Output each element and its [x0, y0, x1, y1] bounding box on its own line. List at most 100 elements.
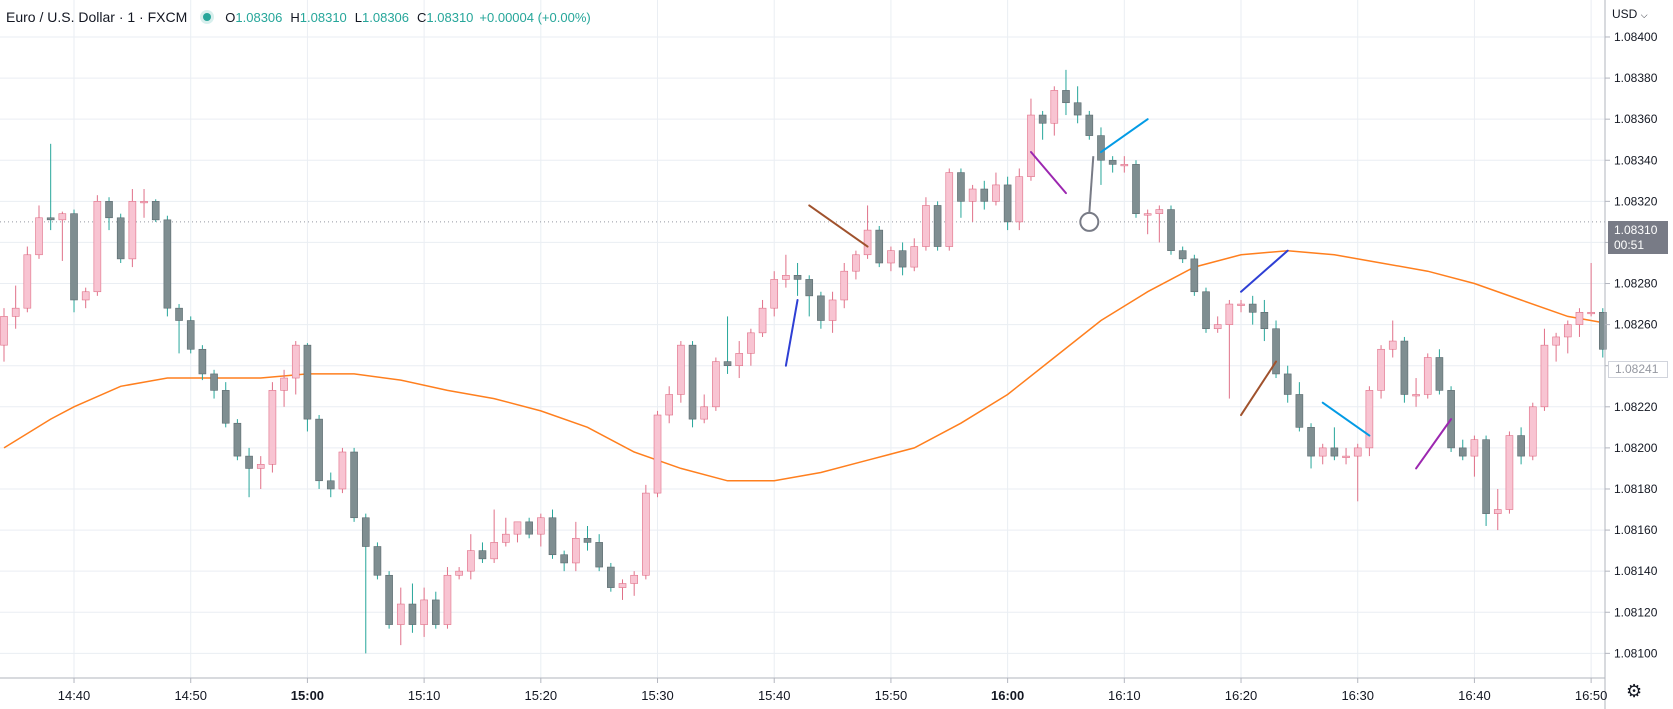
candle — [665, 386, 673, 424]
candle — [1482, 435, 1490, 526]
candle — [1272, 320, 1280, 379]
candle-body-up — [128, 201, 137, 260]
time-tick-label: 15:50 — [875, 688, 908, 703]
candle — [1307, 423, 1315, 469]
candle — [688, 341, 697, 428]
candle — [1575, 308, 1584, 337]
candle — [175, 304, 183, 354]
candle-body-up — [1587, 311, 1595, 315]
candle-body-up — [1493, 509, 1502, 514]
candle — [922, 197, 930, 251]
candle-body-up — [1155, 209, 1164, 214]
candle — [385, 571, 393, 629]
currency-selector[interactable]: USD ⌵ — [1612, 7, 1648, 21]
candle — [723, 316, 732, 374]
candle — [1330, 427, 1339, 461]
candle — [805, 275, 814, 317]
symbol-legend: Euro / U.S. Dollar · 1 · FXCM O 1.08306 H… — [6, 9, 591, 25]
candle-body-down — [1038, 114, 1047, 124]
candle — [1225, 299, 1234, 399]
change-value: +0.00004 (+0.00%) — [479, 9, 591, 25]
candle — [1412, 378, 1420, 407]
candle-body-up — [642, 492, 650, 576]
candle — [945, 168, 954, 251]
candle — [1260, 299, 1269, 342]
candle — [455, 567, 463, 580]
candle-body-down — [373, 546, 382, 576]
price-tick-label: 1.08340 — [1614, 153, 1658, 167]
candle — [1143, 209, 1152, 235]
candle-body-up — [747, 332, 755, 354]
candle-body-up — [677, 344, 685, 395]
symbol-title[interactable]: Euro / U.S. Dollar · 1 · FXCM — [6, 9, 188, 25]
candle — [466, 534, 475, 580]
price-tick-label: 1.08360 — [1614, 112, 1658, 126]
candle — [653, 410, 662, 498]
candle — [11, 285, 20, 329]
candle-body-down — [548, 517, 557, 556]
candle — [1108, 156, 1117, 173]
candle — [1400, 336, 1409, 403]
candle-body-up — [268, 390, 277, 465]
candle-body-down — [1330, 447, 1339, 457]
candle — [992, 172, 1000, 206]
candle-body-down — [350, 451, 358, 519]
candle-body-up — [572, 537, 580, 564]
candle-body-down — [1295, 394, 1304, 428]
candle-body-down — [1272, 328, 1280, 375]
candle — [980, 180, 989, 210]
candle — [140, 189, 148, 218]
candle-body-up — [1353, 447, 1362, 457]
time-tick-label: 15:20 — [525, 688, 558, 703]
candle — [840, 262, 849, 309]
candle-body-up — [1027, 114, 1035, 177]
candle — [618, 579, 627, 600]
low-value: 1.08306 — [362, 9, 410, 25]
candle — [1493, 488, 1502, 531]
candle-body-up — [1015, 176, 1024, 223]
candle-body-up — [630, 574, 638, 584]
candle — [1038, 110, 1047, 140]
candle-body-up — [35, 217, 43, 256]
candle-body-down — [326, 480, 335, 490]
price-tick-label: 1.08120 — [1614, 605, 1658, 619]
candle-body-up — [23, 254, 32, 309]
candle-body-up — [1213, 324, 1222, 330]
candle — [735, 341, 744, 379]
candle-body-down — [46, 217, 55, 221]
candle-body-down — [1202, 291, 1210, 330]
time-tick-label: 14:50 — [174, 688, 207, 703]
candle-body-down — [1085, 114, 1094, 136]
candle-body-up — [1540, 344, 1549, 408]
candle-body-up — [1225, 303, 1234, 325]
candle — [502, 517, 510, 547]
candle — [1132, 160, 1140, 218]
candle-body-up — [945, 172, 954, 247]
candle-body-up — [338, 451, 347, 490]
candle — [116, 213, 125, 263]
time-tick-label: 15:00 — [291, 688, 324, 703]
candle-body-up — [11, 307, 20, 317]
candle — [1097, 127, 1105, 185]
candle — [361, 513, 370, 654]
close-label: C — [417, 9, 427, 25]
moving-average-line — [3, 249, 1603, 482]
candle — [81, 287, 90, 309]
candle — [1003, 176, 1012, 231]
candle-body-down — [793, 275, 802, 280]
candle — [887, 246, 895, 272]
candle-body-up — [513, 521, 522, 535]
candle-body-down — [957, 172, 965, 202]
gear-icon[interactable]: ⚙ — [1626, 681, 1643, 701]
candle — [595, 534, 603, 572]
candle — [373, 542, 382, 580]
candle-body-down — [1517, 435, 1525, 457]
candle-body-up — [1528, 406, 1537, 457]
candle — [1365, 386, 1374, 457]
candle-body-up — [140, 201, 148, 204]
candle — [1587, 262, 1595, 317]
candle-body-up — [81, 291, 90, 301]
candle-body-up — [466, 550, 475, 572]
